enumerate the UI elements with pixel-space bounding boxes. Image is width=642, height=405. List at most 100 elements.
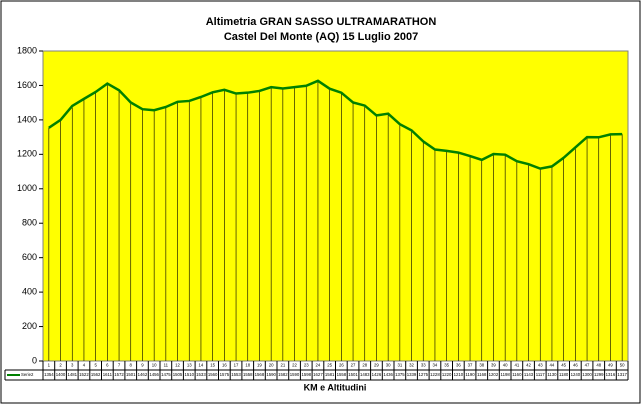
data-label: 1572 (114, 372, 124, 377)
x-tick-label: 46 (573, 363, 578, 368)
data-label: 1240 (571, 372, 581, 377)
x-tick-label: 22 (292, 363, 297, 368)
x-tick-label: 7 (118, 363, 121, 368)
data-label: 1510 (184, 372, 194, 377)
x-tick-label: 16 (222, 363, 227, 368)
data-label: 1228 (430, 372, 440, 377)
data-label: 1505 (173, 372, 183, 377)
data-label: 1160 (512, 372, 522, 377)
x-tick-label: 38 (479, 363, 484, 368)
data-label: 1522 (79, 372, 89, 377)
x-tick-label: 27 (351, 363, 356, 368)
x-tick-label: 11 (164, 363, 169, 368)
data-label: 1275 (418, 372, 428, 377)
data-label: 1317 (617, 372, 627, 377)
data-label: 1117 (536, 372, 546, 377)
data-label: 1354 (44, 372, 54, 377)
x-tick-label: 6 (106, 363, 109, 368)
data-label: 1598 (301, 372, 311, 377)
data-label: 1180 (559, 372, 569, 377)
data-label: 1582 (278, 372, 288, 377)
chart-title: Altimetria GRAN SASSO ULTRAMARATHON (206, 16, 437, 28)
x-tick-label: 10 (152, 363, 157, 368)
x-tick-label: 41 (514, 363, 519, 368)
x-tick-label: 9 (141, 363, 144, 368)
y-tick-label: 0 (32, 355, 37, 365)
y-tick-label: 800 (22, 218, 37, 228)
data-label: 1627 (313, 372, 323, 377)
data-label: 1375 (395, 372, 405, 377)
x-tick-label: 4 (83, 363, 86, 368)
data-label: 1501 (126, 372, 136, 377)
x-tick-label: 32 (409, 363, 414, 368)
data-label: 1560 (208, 372, 218, 377)
x-tick-label: 17 (234, 363, 239, 368)
data-label: 1481 (67, 372, 77, 377)
y-tick-label: 400 (22, 286, 37, 296)
x-tick-label: 30 (386, 363, 391, 368)
data-label: 1339 (407, 372, 417, 377)
x-axis-label: KM e Altitudini (304, 382, 367, 392)
x-tick-label: 3 (71, 363, 74, 368)
data-label: 1168 (477, 372, 487, 377)
x-tick-label: 26 (339, 363, 344, 368)
x-tick-label: 45 (561, 363, 566, 368)
x-tick-label: 18 (245, 363, 250, 368)
data-label: 1483 (360, 372, 370, 377)
x-tick-label: 29 (374, 363, 379, 368)
y-tick-label: 600 (22, 252, 37, 262)
data-label: 1568 (255, 372, 265, 377)
data-label: 1475 (161, 372, 171, 377)
x-tick-label: 15 (210, 363, 215, 368)
data-label: 1198 (501, 372, 511, 377)
x-tick-label: 2 (59, 363, 62, 368)
x-tick-label: 47 (585, 363, 590, 368)
x-tick-label: 49 (608, 363, 613, 368)
data-label: 1220 (442, 372, 452, 377)
x-tick-label: 43 (538, 363, 543, 368)
x-tick-label: 42 (526, 363, 531, 368)
data-label: 1400 (56, 372, 66, 377)
data-label: 1558 (243, 372, 253, 377)
x-tick-label: 36 (456, 363, 461, 368)
data-label: 1562 (91, 372, 101, 377)
data-label: 1300 (582, 372, 592, 377)
x-tick-label: 37 (468, 363, 473, 368)
y-tick-label: 1600 (17, 80, 37, 90)
plot-area (42, 50, 629, 362)
x-tick-label: 14 (199, 363, 204, 368)
x-tick-label: 40 (503, 363, 508, 368)
x-tick-label: 50 (620, 363, 625, 368)
x-tick-label: 13 (187, 363, 192, 368)
data-label: 1143 (524, 372, 534, 377)
data-label: 1590 (266, 372, 276, 377)
series-line (48, 79, 623, 170)
x-tick-label: 48 (596, 363, 601, 368)
y-tick-label: 200 (22, 321, 37, 331)
x-tick-label: 24 (316, 363, 321, 368)
data-label: 1558 (337, 372, 347, 377)
data-label: 1130 (547, 372, 557, 377)
data-label: 1611 (103, 372, 113, 377)
y-tick-label: 1000 (17, 183, 37, 193)
x-tick-label: 33 (421, 363, 426, 368)
data-label: 1456 (149, 372, 159, 377)
data-label: 1316 (606, 372, 616, 377)
x-tick-label: 28 (362, 363, 367, 368)
x-tick-label: 35 (444, 363, 449, 368)
x-tick-label: 25 (327, 363, 332, 368)
y-tick-label: 1400 (17, 114, 37, 124)
x-tick-label: 8 (130, 363, 133, 368)
data-label: 1590 (290, 372, 300, 377)
legend-label: Serie2 (21, 372, 34, 377)
data-label: 1210 (454, 372, 464, 377)
x-tick-label: 1 (48, 363, 51, 368)
data-label: 1575 (220, 372, 230, 377)
x-tick-label: 31 (397, 363, 402, 368)
x-tick-label: 21 (280, 363, 285, 368)
x-tick-label: 19 (257, 363, 262, 368)
x-tick-label: 23 (304, 363, 309, 368)
x-tick-label: 12 (175, 363, 180, 368)
x-tick-label: 5 (94, 363, 97, 368)
